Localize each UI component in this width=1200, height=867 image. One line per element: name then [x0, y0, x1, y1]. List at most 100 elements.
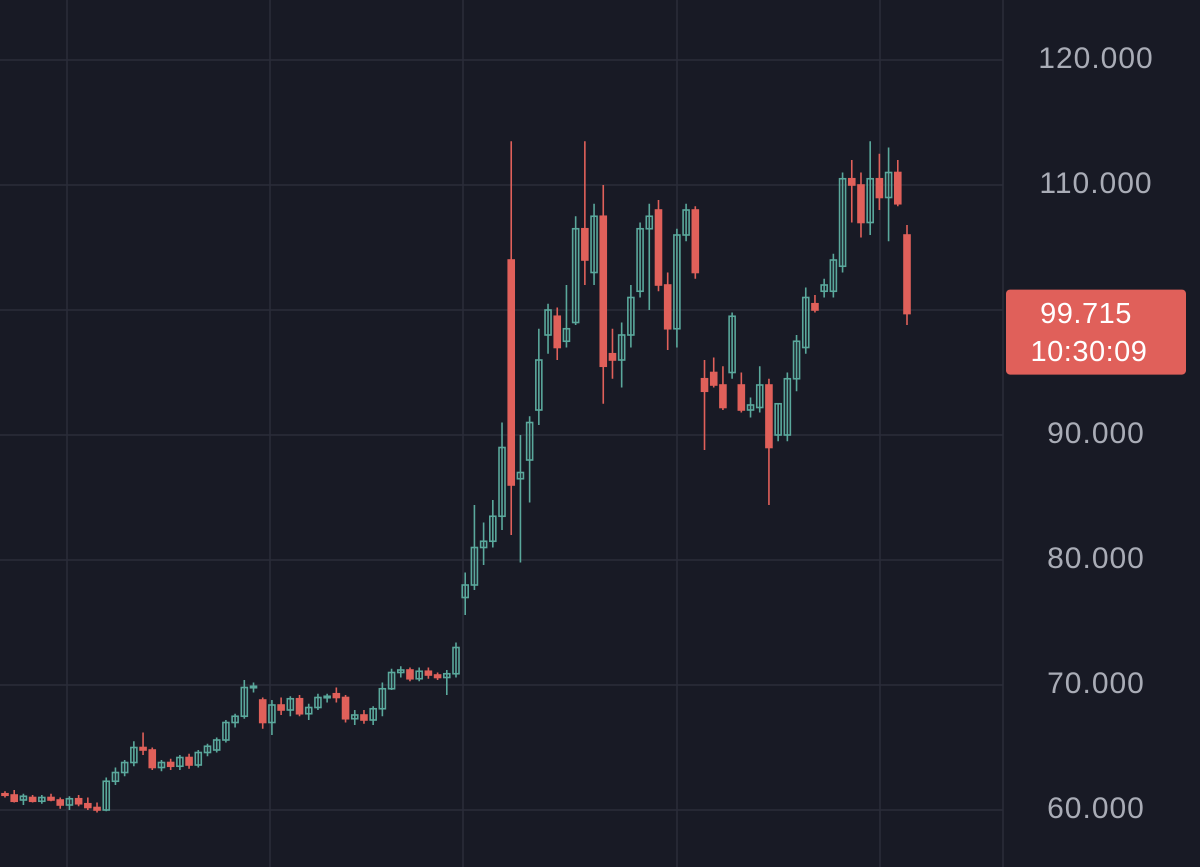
candle-body	[728, 315, 736, 374]
candle-body	[673, 234, 681, 330]
candle-body	[212, 739, 221, 751]
last-price-tag	[1006, 289, 1186, 375]
candle-body	[277, 704, 285, 711]
candle-body	[746, 404, 755, 411]
candle-body	[332, 692, 341, 699]
candle-body	[461, 584, 470, 599]
candle-body	[682, 209, 690, 236]
candle-body	[847, 177, 856, 186]
candle-body	[194, 751, 203, 766]
candle-body	[654, 209, 663, 286]
candle-body	[84, 802, 92, 809]
candle-body	[93, 806, 101, 811]
candle-body	[378, 687, 387, 710]
y-tick-label: 90.000	[1047, 417, 1145, 450]
candle-body	[268, 704, 276, 724]
candle-body	[590, 215, 598, 274]
candle-body	[74, 797, 83, 805]
candle-body	[479, 540, 488, 549]
candle-body	[258, 699, 267, 724]
candle-body	[535, 359, 543, 411]
last-price-label: 99.715	[1040, 298, 1132, 330]
candle-body	[65, 797, 74, 806]
candle-body	[838, 177, 847, 268]
candle-body	[608, 352, 617, 361]
y-tick-label: 80.000	[1047, 542, 1145, 575]
candle-body	[396, 669, 405, 674]
candle-body	[249, 685, 258, 689]
candle-body	[719, 384, 727, 409]
candle-body	[240, 686, 249, 718]
candle-body	[562, 327, 571, 343]
candle-body	[829, 259, 838, 293]
candle-body	[314, 696, 322, 709]
candle-body	[387, 671, 396, 690]
candle-body	[166, 761, 175, 768]
candle-body	[801, 296, 810, 349]
candle-body	[709, 371, 718, 386]
candle-body	[663, 284, 672, 330]
candle-body	[433, 674, 442, 679]
candle-body	[581, 227, 589, 261]
candle-body	[489, 515, 497, 543]
candle-body	[286, 697, 295, 711]
candle-body	[627, 296, 635, 336]
candle-body	[774, 402, 782, 436]
candle-body	[360, 714, 368, 721]
candle-body	[470, 546, 479, 586]
candle-body	[617, 334, 626, 361]
candle-body	[323, 695, 331, 699]
candle-body	[866, 177, 874, 224]
candle-body	[857, 184, 865, 224]
candle-body	[553, 315, 562, 349]
y-tick-label: 110.000	[1039, 167, 1152, 200]
candle-body	[176, 756, 184, 768]
last-time-label: 10:30:09	[1031, 336, 1148, 368]
candle-body	[369, 707, 377, 721]
candle-body	[406, 669, 414, 680]
candle-body	[783, 377, 792, 436]
candle-body	[792, 340, 801, 380]
candle-body	[56, 799, 65, 806]
candle-body	[424, 670, 433, 676]
candle-body	[120, 761, 129, 774]
candle-body	[203, 745, 212, 754]
candle-body	[341, 696, 350, 720]
candle-body	[737, 384, 746, 411]
candle-body	[38, 796, 46, 803]
candle-body	[636, 227, 644, 293]
y-tick-label: 120.000	[1038, 42, 1153, 75]
candle-body	[295, 697, 304, 715]
candle-body	[19, 795, 28, 801]
candle-body	[765, 384, 773, 449]
candle-body	[571, 227, 580, 324]
candle-body	[111, 771, 120, 783]
candle-body	[544, 309, 552, 336]
candle-body	[820, 284, 828, 293]
candle-body	[599, 215, 608, 368]
candle-body	[47, 796, 55, 801]
candle-body	[1, 792, 9, 797]
candle-body	[516, 471, 525, 480]
candle-body	[903, 234, 911, 315]
candle-body	[185, 756, 193, 766]
candle-body	[875, 177, 884, 199]
candle-body	[645, 215, 654, 230]
candle-body	[10, 794, 19, 803]
candle-body	[811, 302, 819, 311]
candle-body	[304, 706, 313, 715]
candle-body	[222, 721, 230, 741]
candle-body	[148, 749, 157, 769]
candle-body	[28, 796, 37, 803]
candle-body	[691, 209, 700, 274]
candle-body	[102, 780, 111, 811]
candle-body	[755, 384, 764, 409]
candle-body	[231, 715, 239, 724]
candle-body	[130, 746, 138, 764]
candle-body	[507, 259, 516, 486]
candle-body	[452, 646, 460, 675]
candle-body	[442, 672, 451, 679]
candle-body	[525, 421, 534, 461]
